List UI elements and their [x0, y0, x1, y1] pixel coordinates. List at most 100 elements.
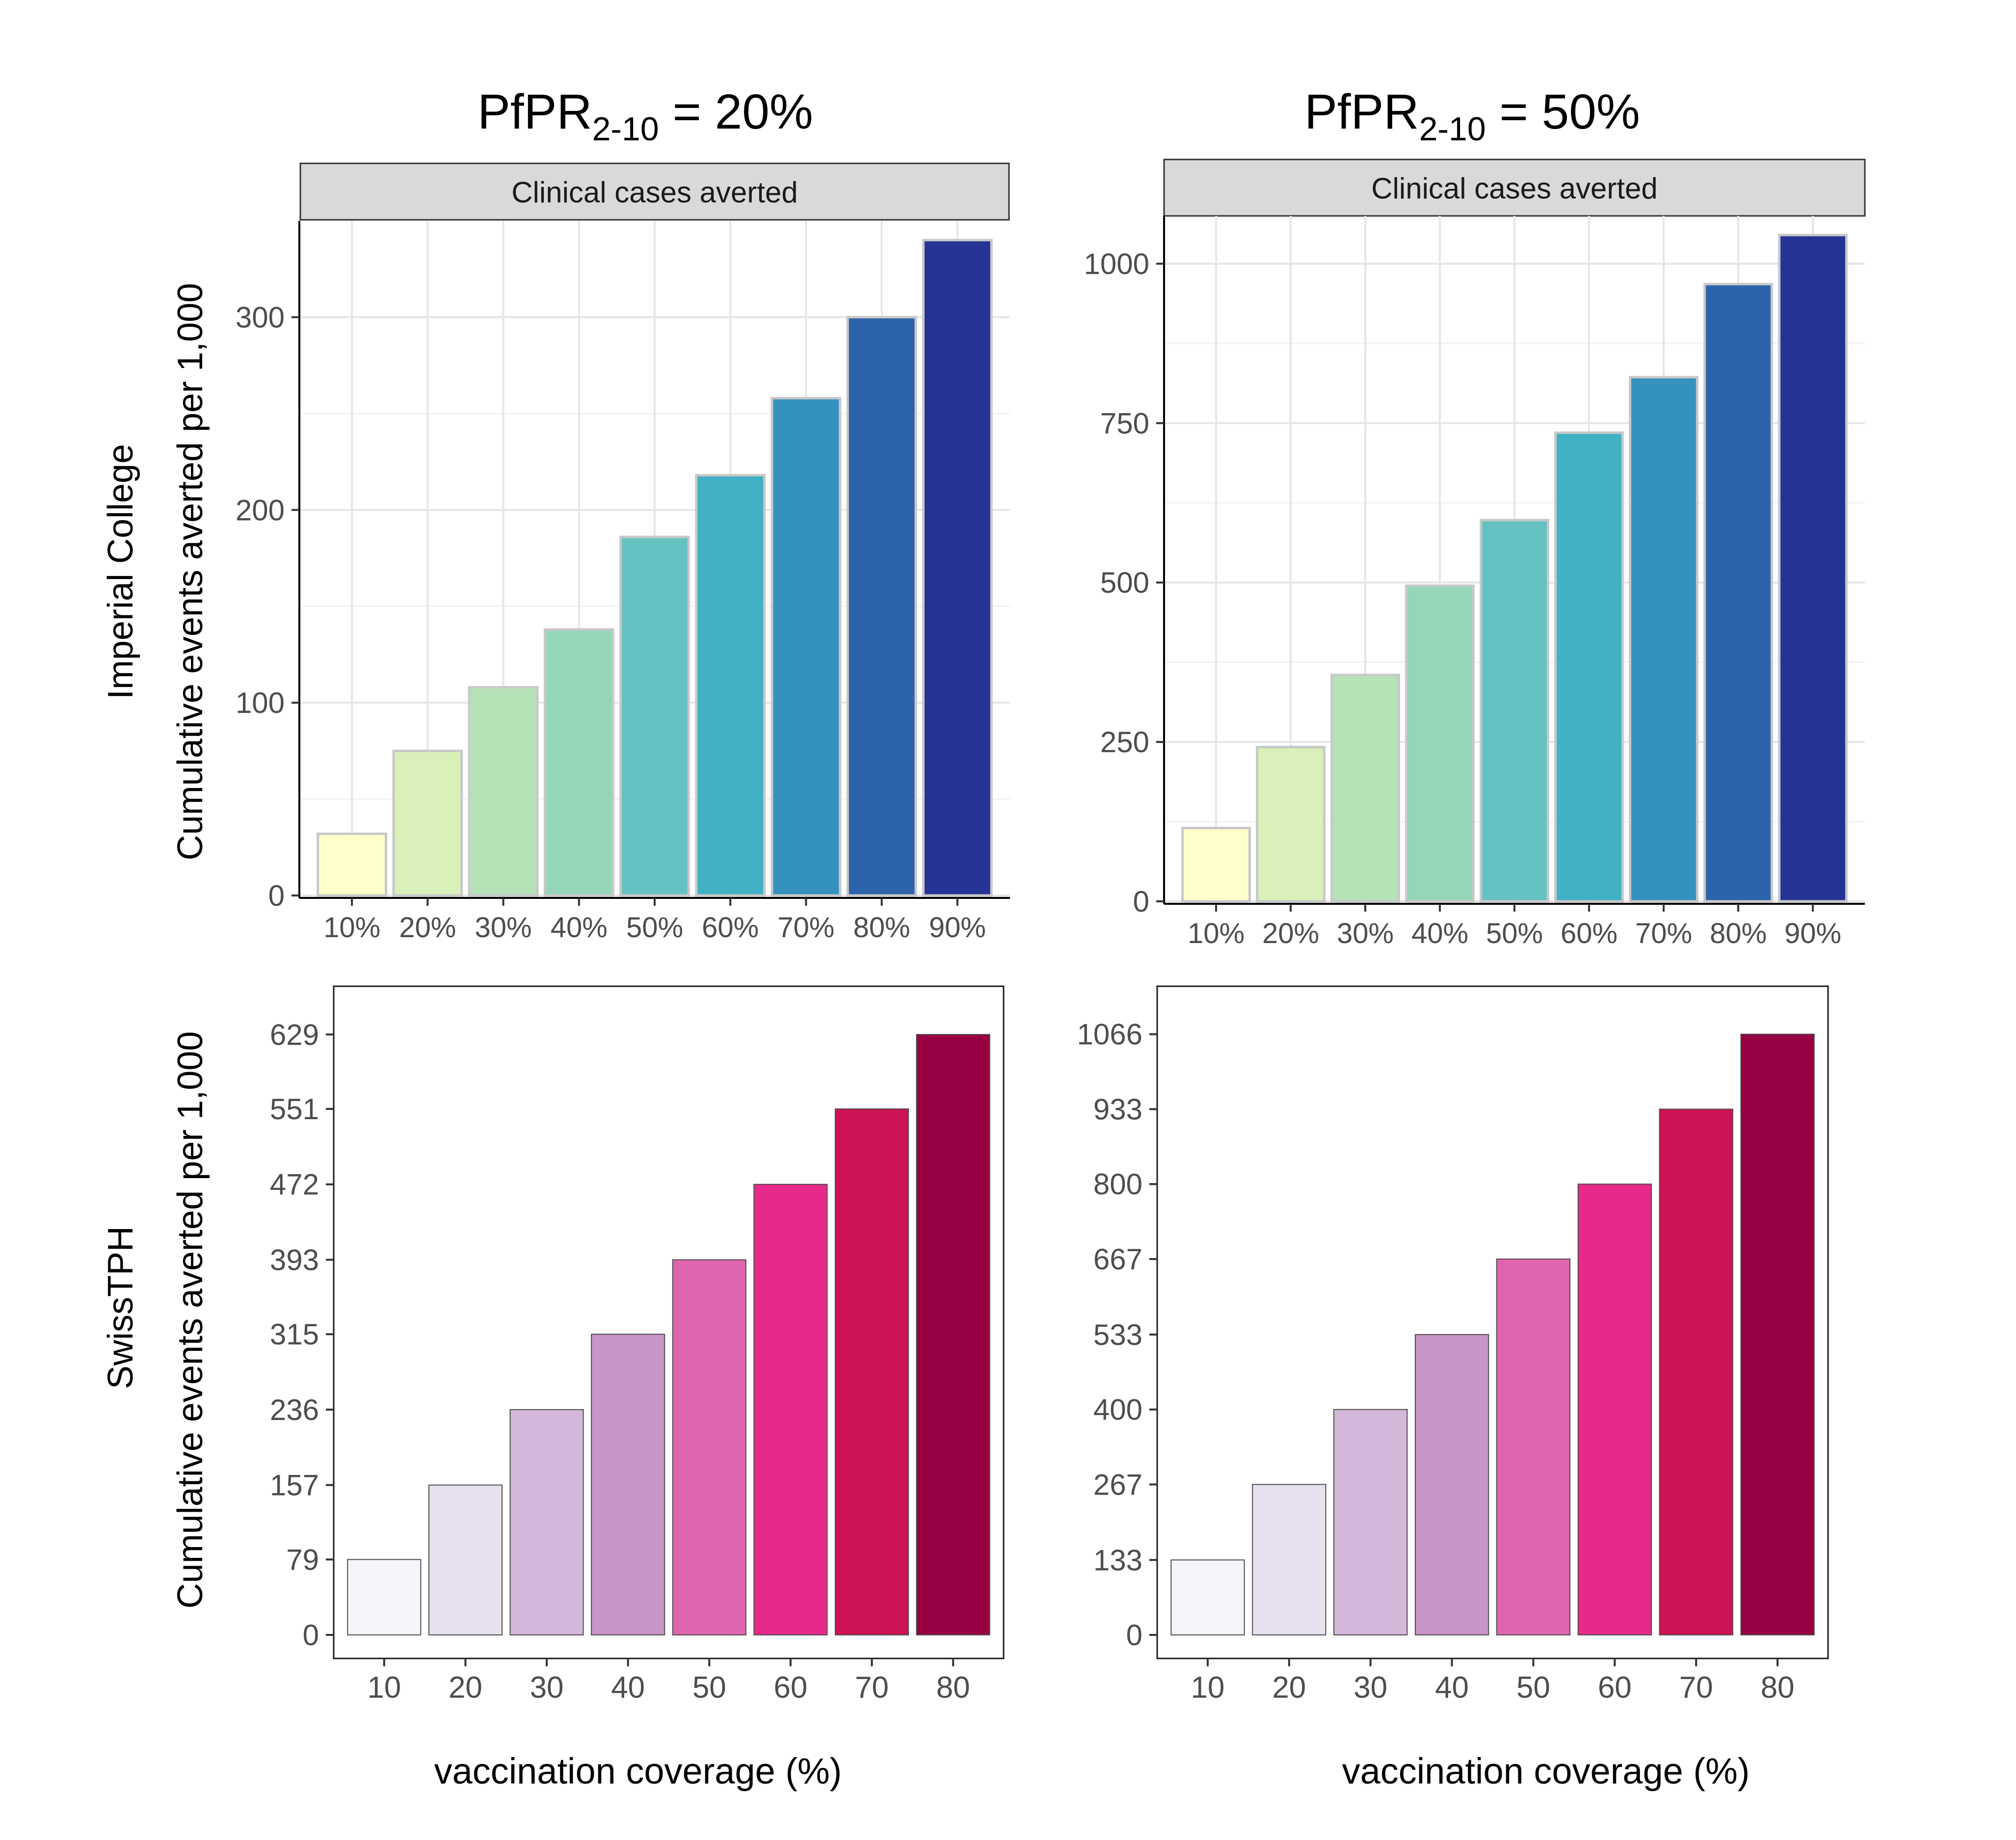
x-tick-label: 60	[773, 1671, 807, 1705]
y-tick-label: 0	[303, 1619, 319, 1652]
panel-imperial-50: Clinical cases averted 0 250 500 750 1000 10% 2…	[1084, 158, 1866, 949]
bar	[1577, 1183, 1652, 1636]
y-tick-label: 300	[236, 301, 285, 334]
bar	[591, 1334, 665, 1636]
y-tick-label: 200	[236, 494, 285, 526]
bar	[1170, 1559, 1245, 1635]
column-title-left-prefix: PfPR	[477, 84, 592, 139]
column-title-right-subscript: 2-10	[1419, 110, 1486, 148]
x-axis-label-left: vaccination coverage (%)	[434, 1751, 842, 1791]
bar	[428, 1484, 503, 1636]
y-tick-label: 0	[268, 879, 285, 912]
x-tick-label: 70%	[777, 912, 834, 944]
bar	[543, 628, 614, 897]
x-tick-label: 10%	[1188, 918, 1245, 949]
facet-strip-label: Clinical cases averted	[1371, 172, 1658, 205]
bar	[835, 1108, 909, 1635]
x-tick-label: 40	[611, 1671, 645, 1705]
x-tick-label: 50	[1516, 1671, 1550, 1705]
row-label-swiss: SwissTPH	[101, 1226, 140, 1389]
bar	[509, 1409, 584, 1636]
row-label-imperial: Imperial College	[101, 444, 140, 699]
column-title-left-suffix: = 20%	[659, 84, 813, 139]
x-tick-label: 10%	[323, 912, 380, 944]
bar	[1740, 1033, 1815, 1635]
bar	[753, 1183, 828, 1635]
bar	[392, 749, 463, 897]
column-title-left-subscript: 2-10	[592, 110, 659, 148]
x-tick-label: 30	[530, 1671, 564, 1705]
x-tick-label: 80	[1761, 1671, 1795, 1705]
x-axis-label-right: vaccination coverage (%)	[1342, 1751, 1750, 1791]
bar	[1496, 1258, 1571, 1635]
x-tick-label: 10	[1191, 1671, 1224, 1705]
x-tick-label: 20	[449, 1671, 482, 1705]
column-title-right: PfPR2-10 = 50%	[1304, 84, 1640, 148]
bar	[1252, 1484, 1326, 1635]
bar	[619, 535, 690, 897]
x-tick-label: 70	[855, 1671, 889, 1705]
x-tick-label: 60%	[702, 912, 759, 944]
x-tick-label: 10	[367, 1671, 401, 1705]
y-tick-label: 250	[1100, 726, 1149, 759]
bar	[1480, 519, 1549, 903]
facet-strip-label: Clinical cases averted	[511, 176, 798, 209]
bar	[770, 396, 842, 897]
y-tick-label: 100	[236, 686, 285, 719]
bar	[916, 1034, 990, 1635]
y-tick-label: 750	[1100, 407, 1149, 440]
x-tick-label: 40%	[1411, 918, 1468, 949]
bar	[695, 474, 766, 897]
x-tick-label: 20%	[1262, 918, 1319, 949]
panel-swiss-50: 0 133 267 400 533 667 800 933 1066 10 20 30 40 50 60 70…	[1077, 985, 1829, 1705]
x-tick-label: 70	[1679, 1671, 1713, 1705]
column-title-right-suffix: = 50%	[1486, 84, 1640, 139]
y-tick-label: 0	[1133, 885, 1149, 918]
facet-strip	[299, 162, 1010, 221]
y-tick-label: 1000	[1084, 247, 1149, 280]
bar	[922, 238, 993, 897]
y-tick-label: 533	[1093, 1318, 1142, 1351]
y-tick-label: 933	[1093, 1093, 1142, 1126]
column-title-left: PfPR2-10 = 20%	[477, 84, 813, 148]
bar	[672, 1259, 746, 1635]
x-tick-label: 80%	[853, 912, 910, 944]
x-tick-label: 20%	[399, 912, 456, 944]
x-tick-label: 30%	[1337, 918, 1394, 949]
x-tick-label: 80%	[1710, 918, 1767, 949]
bar	[1181, 827, 1251, 903]
y-tick-label: 267	[1093, 1468, 1142, 1501]
panel-border	[333, 985, 1005, 1659]
bar	[1778, 234, 1848, 903]
y-tick-label: 315	[270, 1318, 319, 1351]
column-title-right-prefix: PfPR	[1304, 84, 1419, 139]
x-tick-label: 70%	[1635, 918, 1692, 949]
y-tick-label: 236	[270, 1393, 319, 1426]
y-tick-label: 1066	[1077, 1018, 1142, 1051]
panel-imperial-20: Clinical cases averted 0 100 200 300 10% 20% 30…	[236, 162, 1010, 944]
x-tick-label: 80	[936, 1671, 970, 1705]
bar	[317, 832, 388, 897]
y-tick-label: 800	[1093, 1168, 1142, 1201]
bar	[1405, 584, 1475, 903]
bar	[1554, 431, 1624, 903]
x-tick-label: 40%	[551, 912, 608, 944]
y-tick-label: 133	[1093, 1544, 1142, 1577]
panel-border	[1156, 985, 1829, 1659]
y-tick-label: 0	[1126, 1619, 1142, 1652]
bar	[846, 315, 917, 897]
y-tick-label: 472	[270, 1168, 319, 1201]
x-tick-label: 90%	[1784, 918, 1841, 949]
bar	[1333, 1409, 1408, 1635]
x-tick-label: 40	[1435, 1671, 1469, 1705]
bar	[1256, 746, 1326, 903]
y-tick-label: 551	[270, 1093, 319, 1126]
x-tick-label: 20	[1272, 1671, 1306, 1705]
y-axis-label-bottom: Cumulative events averted per 1,000	[171, 1031, 210, 1609]
y-tick-label: 400	[1093, 1393, 1142, 1426]
bar	[1330, 674, 1400, 903]
y-tick-label: 667	[1093, 1243, 1142, 1276]
y-tick-label: 629	[270, 1018, 319, 1051]
bar	[347, 1559, 422, 1635]
